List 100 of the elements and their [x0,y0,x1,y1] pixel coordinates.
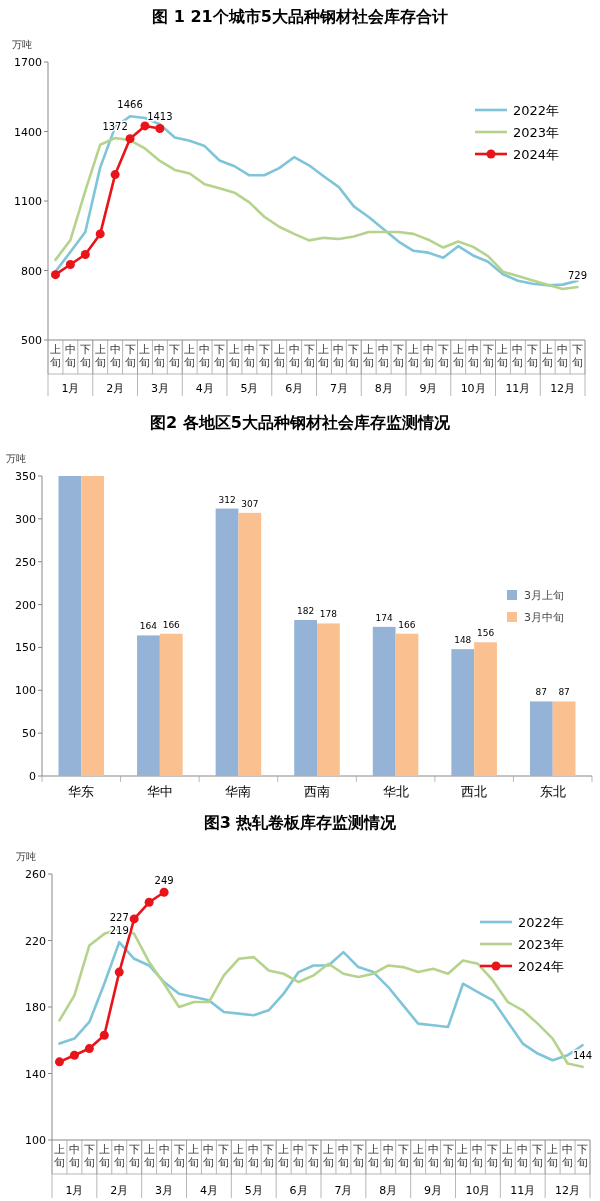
x-tick-label: 中旬 [337,1143,349,1169]
y-tick-label: 220 [25,934,46,948]
data-label: 182 [297,606,315,616]
data-label: 144 [572,1049,593,1061]
x-tick-label: 中旬 [109,343,121,369]
x-tick-label: 中旬 [68,1143,80,1169]
legend-label: 3月中旬 [524,611,564,624]
x-tick-label: 下旬 [263,1143,275,1169]
x-tick-label: 上旬 [94,343,106,369]
text: 3月 [155,1184,174,1197]
x-tick-label: 上旬 [318,343,330,369]
data-label: 249 [154,875,174,887]
text: 6月 [285,382,304,395]
x-tick-label: 上旬 [273,343,285,369]
y-tick-label: 260 [25,868,46,881]
point [129,914,139,924]
x-tick-label: 下旬 [124,343,136,369]
data-label: 1372 [102,120,128,132]
point [140,121,150,131]
bar [238,512,262,776]
x-tick-label: 下旬 [79,343,91,369]
x-tick-label: 下旬 [214,343,226,369]
x-tick-label: 下旬 [527,343,539,369]
x-tick-label: 下旬 [482,343,494,369]
legend-label: 3月上旬 [524,589,564,602]
point [84,1044,94,1054]
x-tick-label: 华北 [382,784,409,799]
x-tick-label: 上旬 [53,1143,65,1169]
y-axis-title: 万吨 [6,453,26,464]
text: 1月 [61,382,80,395]
chart-title: 图 1 21个城市5大品种钢材社会库存合计 [152,7,448,26]
data-label: 178 [319,609,338,620]
x-tick-label: 中旬 [288,343,300,369]
x-tick-label: 上旬 [542,343,554,369]
y-tick-label: 50 [22,727,36,741]
x-tick-label: 中旬 [158,1143,170,1169]
point [80,250,90,260]
text: 7月 [334,1184,353,1197]
text: 2月 [110,1184,129,1197]
point [114,967,124,977]
x-tick-label: 中旬 [243,343,255,369]
data-label: 174 [375,612,394,623]
x-tick-label: 下旬 [348,343,360,369]
point [50,270,60,280]
x-tick-label: 中旬 [293,1143,305,1169]
x-tick-label: 中旬 [64,343,76,369]
data-label: 166 [398,619,416,630]
x-tick-label: 下旬 [577,1143,589,1169]
x-tick-label: 上旬 [278,1143,290,1169]
y-tick-label: 300 [15,512,36,526]
x-tick-label: 中旬 [378,343,390,369]
point [99,1030,109,1040]
x-tick-label: 上旬 [139,343,151,369]
data-label: 227 [109,911,129,923]
data-label: 156 [476,628,495,639]
legend-label: 2023年 [513,125,560,140]
y-axis-title: 万吨 [12,39,32,50]
point [69,1050,79,1060]
legend-label: 2024年 [518,959,565,974]
x-tick-label: 中旬 [512,343,524,369]
x-tick-label: 下旬 [308,1143,320,1169]
x-tick-label: 华中 [146,784,173,799]
point [54,1057,64,1067]
x-tick-label: 中旬 [422,343,434,369]
x-tick-label: 上旬 [502,1143,514,1169]
bar [81,476,105,776]
x-tick-label: 中旬 [472,1143,484,1169]
y-axis-title: 万吨 [16,851,36,862]
x-tick-label: 华南 [225,784,252,799]
point [159,887,169,897]
data-label: 312 [218,494,236,505]
point [144,897,154,907]
point [155,123,165,133]
x-tick-label: 上旬 [143,1143,155,1169]
y-tick-label: 1100 [14,195,42,208]
data-label: 219 [109,925,129,937]
text: 5月 [240,382,259,395]
text: 10月 [460,382,486,395]
text: 4月 [199,1184,218,1197]
x-tick-label: 东北 [539,784,566,799]
bar [451,649,475,776]
bar [372,626,396,776]
chart-title: 图3 热轧卷板库存监测情况 [203,813,398,832]
x-tick-label: 中旬 [199,343,211,369]
x-tick-label: 下旬 [218,1143,230,1169]
x-tick-label: 中旬 [113,1143,125,1169]
x-tick-label: 下旬 [83,1143,95,1169]
legend-label: 2023年 [518,937,565,952]
text: 4月 [195,382,214,395]
x-tick-label: 上旬 [184,343,196,369]
point [95,229,105,239]
x-tick-label: 中旬 [154,343,166,369]
y-tick-label: 200 [15,598,36,612]
x-tick-label: 中旬 [333,343,345,369]
point [125,134,135,144]
x-tick-label: 上旬 [367,1143,379,1169]
x-tick-label: 下旬 [169,343,181,369]
x-tick-label: 下旬 [532,1143,544,1169]
x-tick-label: 下旬 [352,1143,364,1169]
y-tick-label: 100 [25,1134,46,1147]
